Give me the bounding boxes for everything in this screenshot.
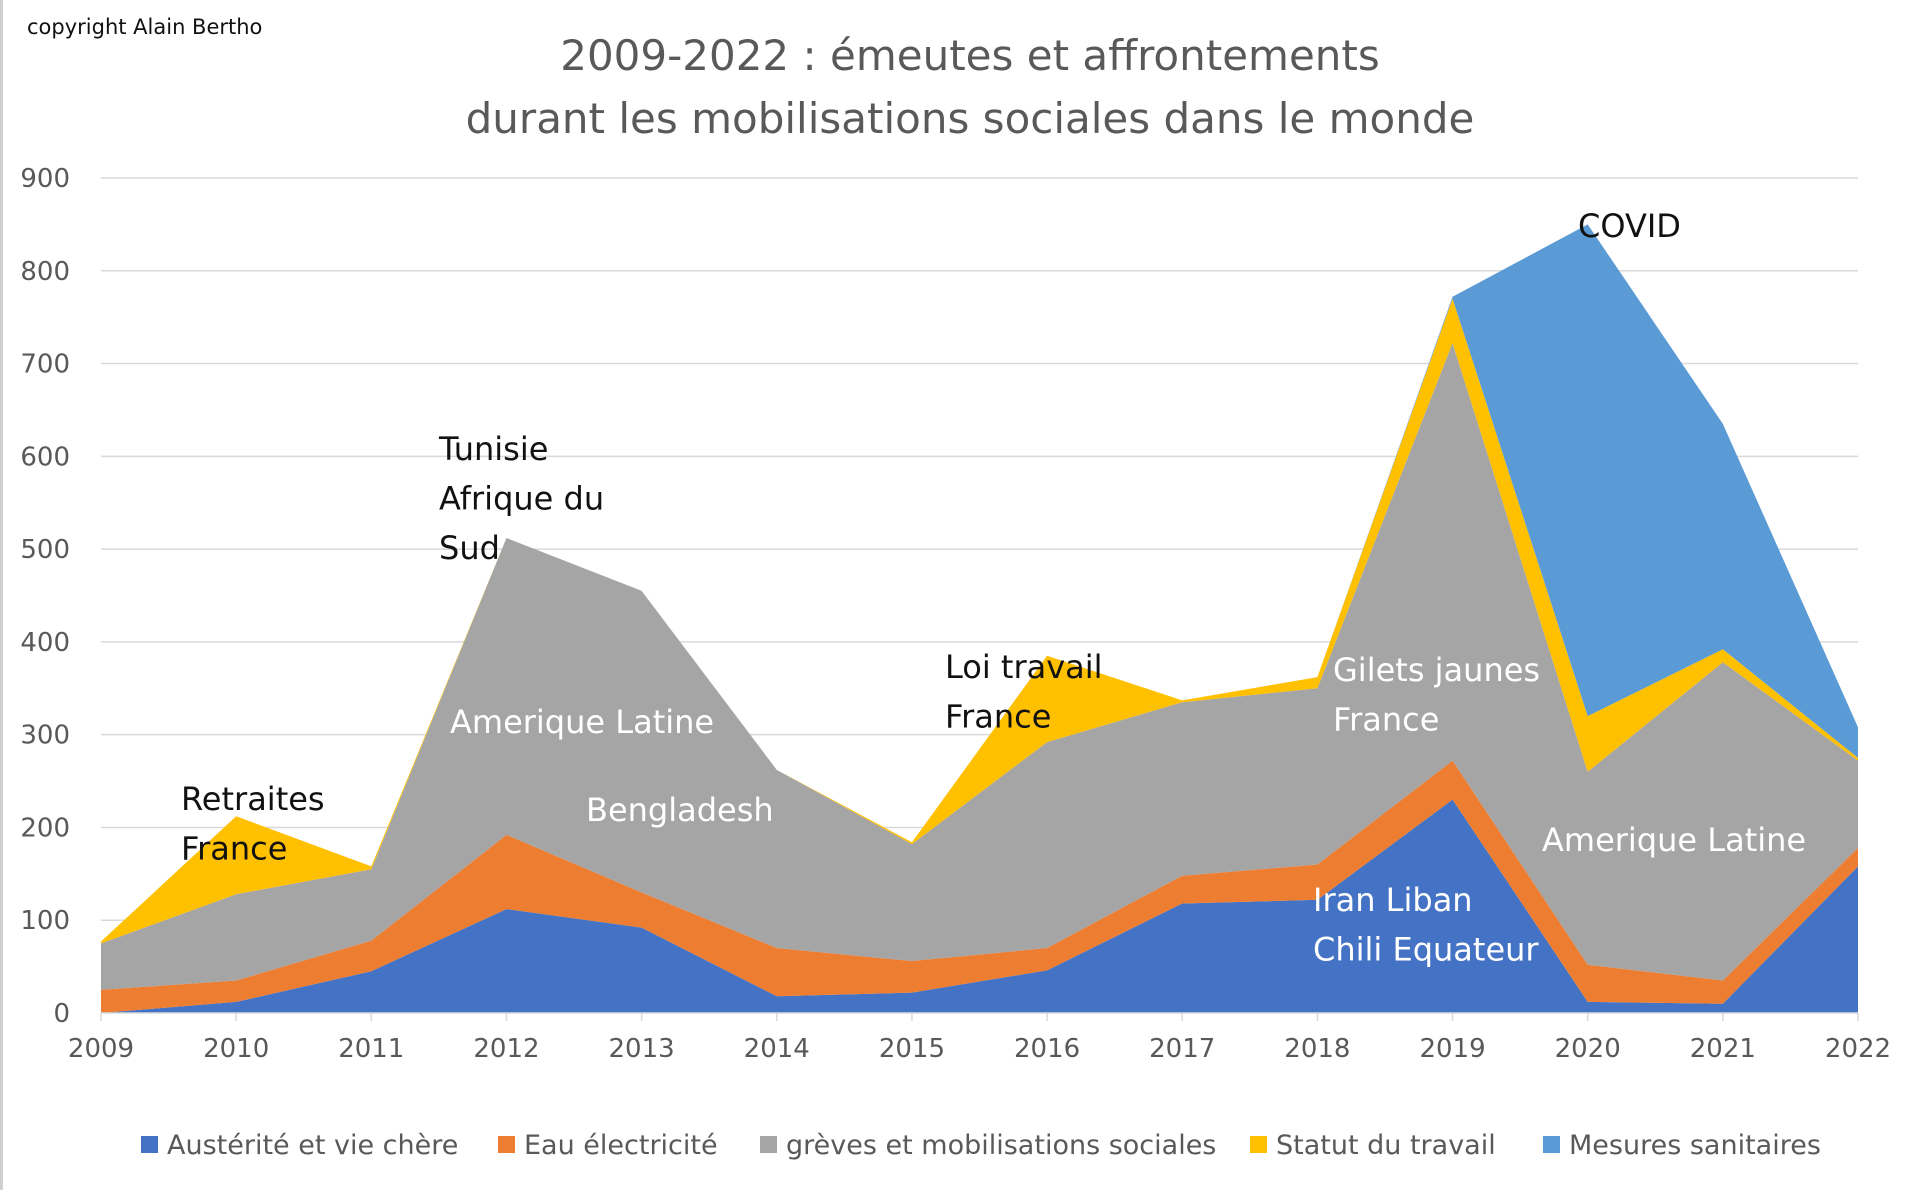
y-tick-label: 700 bbox=[20, 350, 70, 380]
copyright-text: copyright Alain Bertho bbox=[27, 15, 262, 39]
x-tick-label: 2020 bbox=[1555, 1034, 1621, 1064]
legend-item: Eau électricité bbox=[498, 1130, 718, 1161]
x-tick-label: 2019 bbox=[1419, 1034, 1485, 1064]
x-tick-label: 2015 bbox=[879, 1034, 945, 1064]
legend-label: grèves et mobilisations sociales bbox=[786, 1130, 1216, 1161]
x-tick-label: 2011 bbox=[338, 1034, 404, 1064]
legend-item: grèves et mobilisations sociales bbox=[760, 1130, 1216, 1161]
legend-swatch bbox=[760, 1136, 777, 1153]
legend-item: Mesures sanitaires bbox=[1543, 1130, 1821, 1161]
legend-label: Mesures sanitaires bbox=[1569, 1130, 1821, 1161]
legend-swatch bbox=[1543, 1136, 1560, 1153]
annotation-label: Retraites bbox=[181, 780, 325, 818]
legend-label: Statut du travail bbox=[1276, 1130, 1496, 1161]
annotation-label: Chili Equateur bbox=[1313, 931, 1539, 969]
y-tick-label: 300 bbox=[20, 721, 70, 751]
y-tick-label: 400 bbox=[20, 628, 70, 658]
chart-title-line-1: 2009-2022 : émeutes et affrontements bbox=[560, 31, 1380, 80]
x-tick-label: 2022 bbox=[1825, 1034, 1891, 1064]
y-tick-label: 600 bbox=[20, 442, 70, 472]
annotation-label: Afrique du bbox=[439, 480, 604, 518]
annotation-label: Tunisie bbox=[438, 430, 548, 468]
annotation-label: Bengladesh bbox=[586, 791, 774, 829]
x-tick-label: 2018 bbox=[1284, 1034, 1350, 1064]
x-tick-label: 2014 bbox=[744, 1034, 810, 1064]
legend-swatch bbox=[141, 1136, 158, 1153]
area-eau-lectricit- bbox=[101, 760, 1858, 1013]
area-statut-du-travail bbox=[101, 298, 1858, 944]
legend-label: Austérité et vie chère bbox=[167, 1130, 458, 1161]
legend-swatch bbox=[498, 1136, 515, 1153]
x-tick-label: 2012 bbox=[473, 1034, 539, 1064]
annotation-label: Amerique Latine bbox=[1542, 821, 1806, 859]
annotation-label: France bbox=[945, 698, 1051, 736]
annotation-label: Iran Liban bbox=[1313, 881, 1473, 919]
area-aust-rit-et-vie-ch-re bbox=[101, 799, 1858, 1013]
x-tick-label: 2017 bbox=[1149, 1034, 1215, 1064]
legend-item: Austérité et vie chère bbox=[141, 1130, 458, 1161]
legend-item: Statut du travail bbox=[1250, 1130, 1496, 1161]
x-tick-label: 2009 bbox=[68, 1034, 134, 1064]
legend-swatch bbox=[1250, 1136, 1267, 1153]
y-tick-label: 100 bbox=[20, 906, 70, 936]
y-tick-label: 900 bbox=[20, 164, 70, 194]
annotation-label: Loi travail bbox=[945, 648, 1103, 686]
legend-label: Eau électricité bbox=[524, 1130, 718, 1161]
x-tick-label: 2010 bbox=[203, 1034, 269, 1064]
annotation-label: Gilets jaunes bbox=[1333, 651, 1540, 689]
x-tick-label: 2013 bbox=[609, 1034, 675, 1064]
y-tick-label: 200 bbox=[20, 813, 70, 843]
y-tick-label: 800 bbox=[20, 257, 70, 287]
annotation-label: France bbox=[181, 830, 287, 868]
annotation-label: Amerique Latine bbox=[450, 703, 714, 741]
y-tick-label: 0 bbox=[53, 999, 70, 1029]
annotation-label: COVID bbox=[1578, 207, 1681, 245]
chart-title-line-2: durant les mobilisations sociales dans l… bbox=[466, 94, 1475, 143]
annotation-label: France bbox=[1333, 701, 1439, 739]
annotation-label: Sud bbox=[439, 529, 500, 567]
y-tick-label: 500 bbox=[20, 535, 70, 565]
area-gr-ves-et-mobilisations-sociales bbox=[101, 343, 1858, 990]
x-tick-label: 2021 bbox=[1690, 1034, 1756, 1064]
x-tick-label: 2016 bbox=[1014, 1034, 1080, 1064]
